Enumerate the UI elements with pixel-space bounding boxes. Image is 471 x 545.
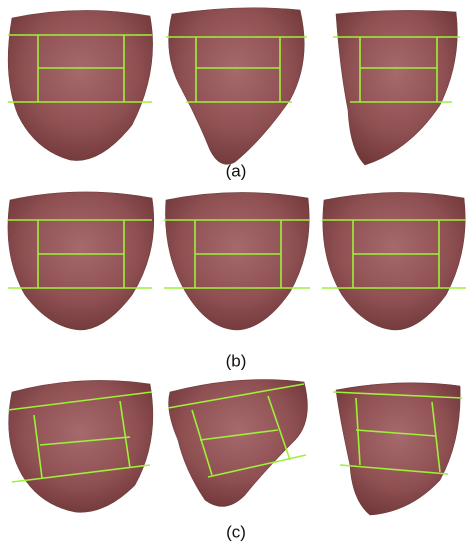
row-b-images — [8, 192, 466, 330]
tongue-image — [169, 8, 305, 165]
caption: (b) — [226, 351, 247, 370]
figure: (a) (b) (c) — [0, 0, 471, 545]
tongue-image — [165, 192, 309, 330]
caption: (c) — [226, 522, 246, 541]
tongue-image — [323, 192, 465, 330]
tongue-image — [336, 383, 460, 515]
tongue-image — [8, 192, 154, 330]
tongue-image — [336, 10, 457, 165]
row-c-images — [8, 380, 462, 515]
caption: (a) — [226, 161, 247, 180]
tongue-image — [169, 380, 308, 507]
row-a-images — [8, 8, 460, 165]
tongue-image — [8, 10, 152, 160]
